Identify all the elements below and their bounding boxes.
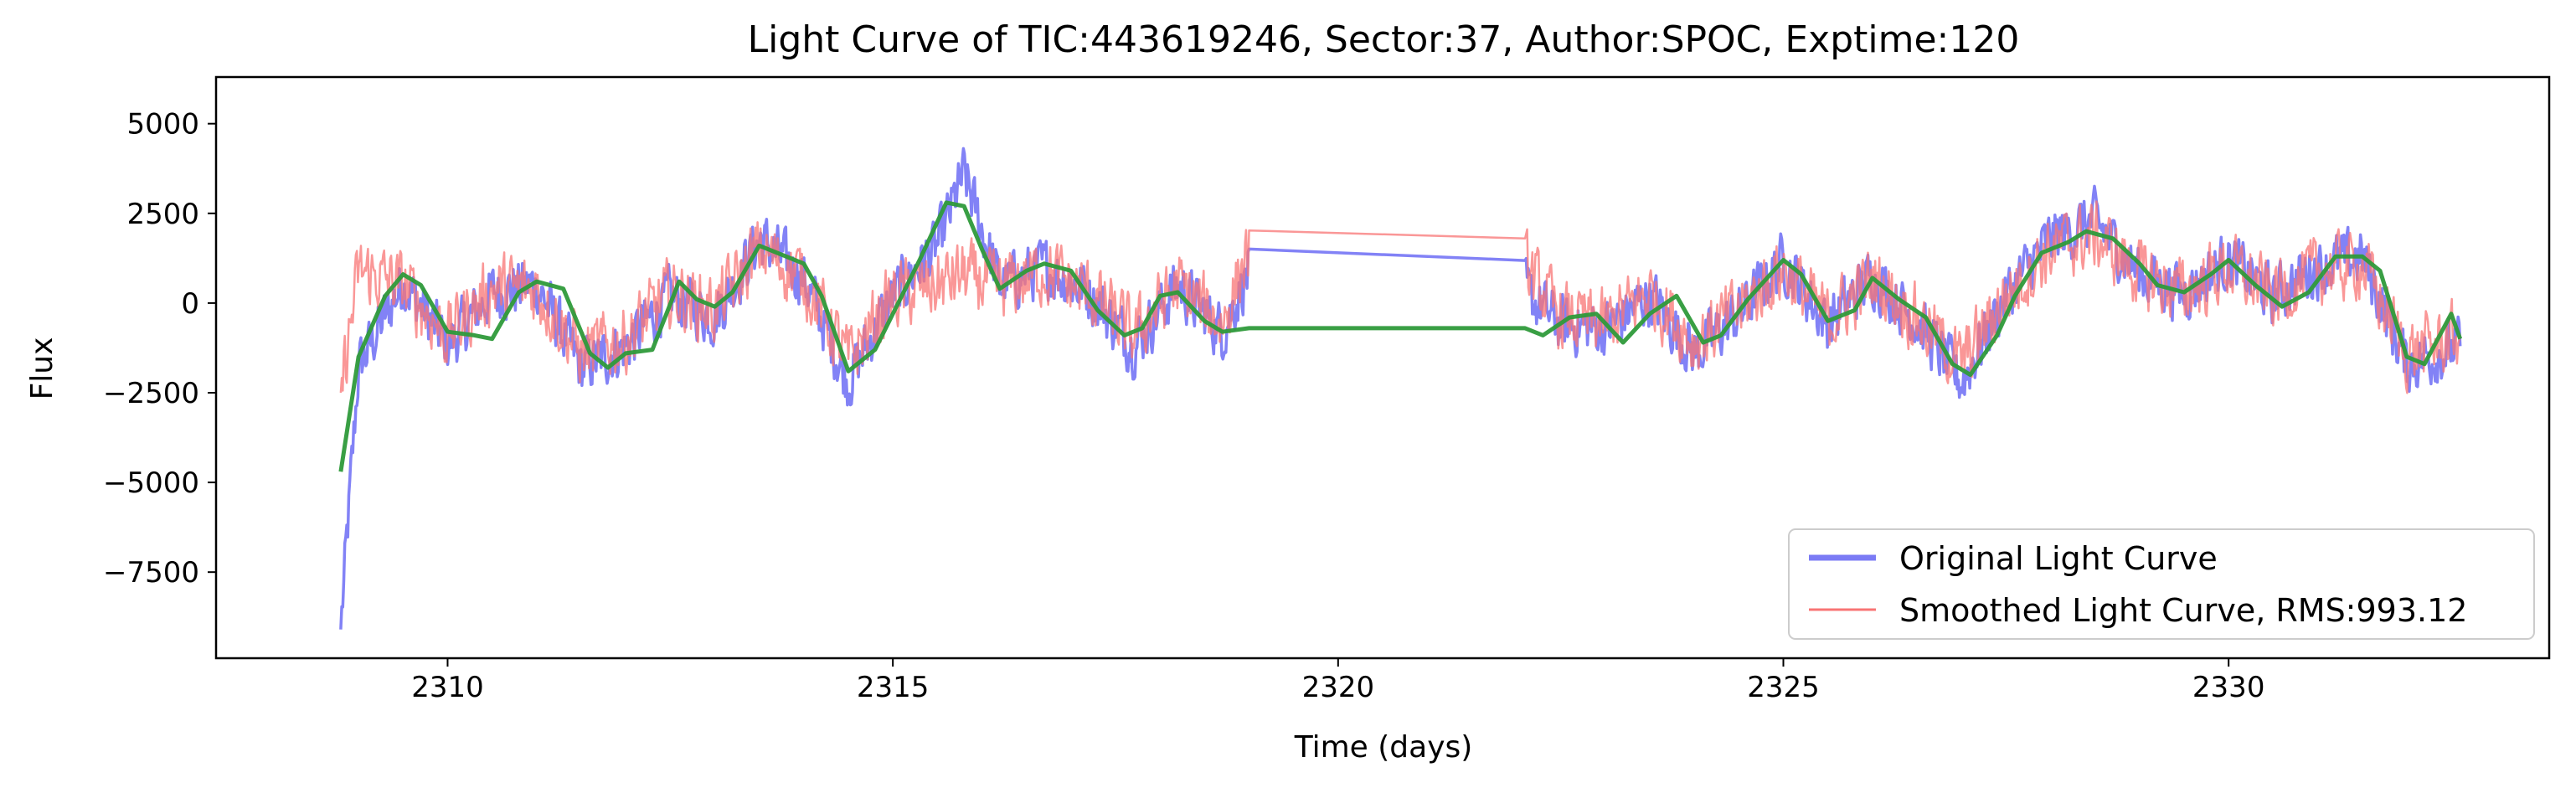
- legend-box: [1788, 528, 2535, 640]
- y-tick-label: 2500: [126, 198, 199, 231]
- legend: Original Light Curve Smoothed Light Curv…: [1788, 528, 2535, 640]
- series-layer: [338, 147, 2463, 630]
- y-tick-label: −5000: [103, 466, 199, 500]
- legend-label-original: Original Light Curve: [1899, 540, 2218, 577]
- y-axis-label: Flux: [25, 337, 59, 400]
- series-smoothed-light-curve: [339, 200, 2461, 394]
- x-tick-label: 2330: [2192, 671, 2265, 704]
- x-axis-label: Time (days): [1294, 730, 1473, 765]
- y-tick-label: −7500: [103, 556, 199, 590]
- x-tick-label: 2310: [411, 671, 484, 704]
- plot-frame: [214, 75, 2551, 660]
- y-tick-label: 0: [181, 287, 199, 321]
- chart-title: Light Curve of TIC:443619246, Sector:37,…: [748, 18, 2020, 61]
- y-tick-label: 5000: [126, 108, 199, 142]
- series-trend-line: [338, 200, 2463, 472]
- legend-label-smoothed: Smoothed Light Curve, RMS:993.12: [1899, 592, 2467, 629]
- x-tick-label: 2315: [857, 671, 930, 704]
- x-tick-label: 2320: [1302, 671, 1375, 704]
- y-tick-label: −2500: [103, 377, 199, 410]
- x-axis: 2310 2315 2320 2325 2330: [411, 658, 2264, 704]
- y-axis: 5000 2500 0 −2500 −5000 −7500: [103, 108, 216, 590]
- x-tick-label: 2325: [1747, 671, 1820, 704]
